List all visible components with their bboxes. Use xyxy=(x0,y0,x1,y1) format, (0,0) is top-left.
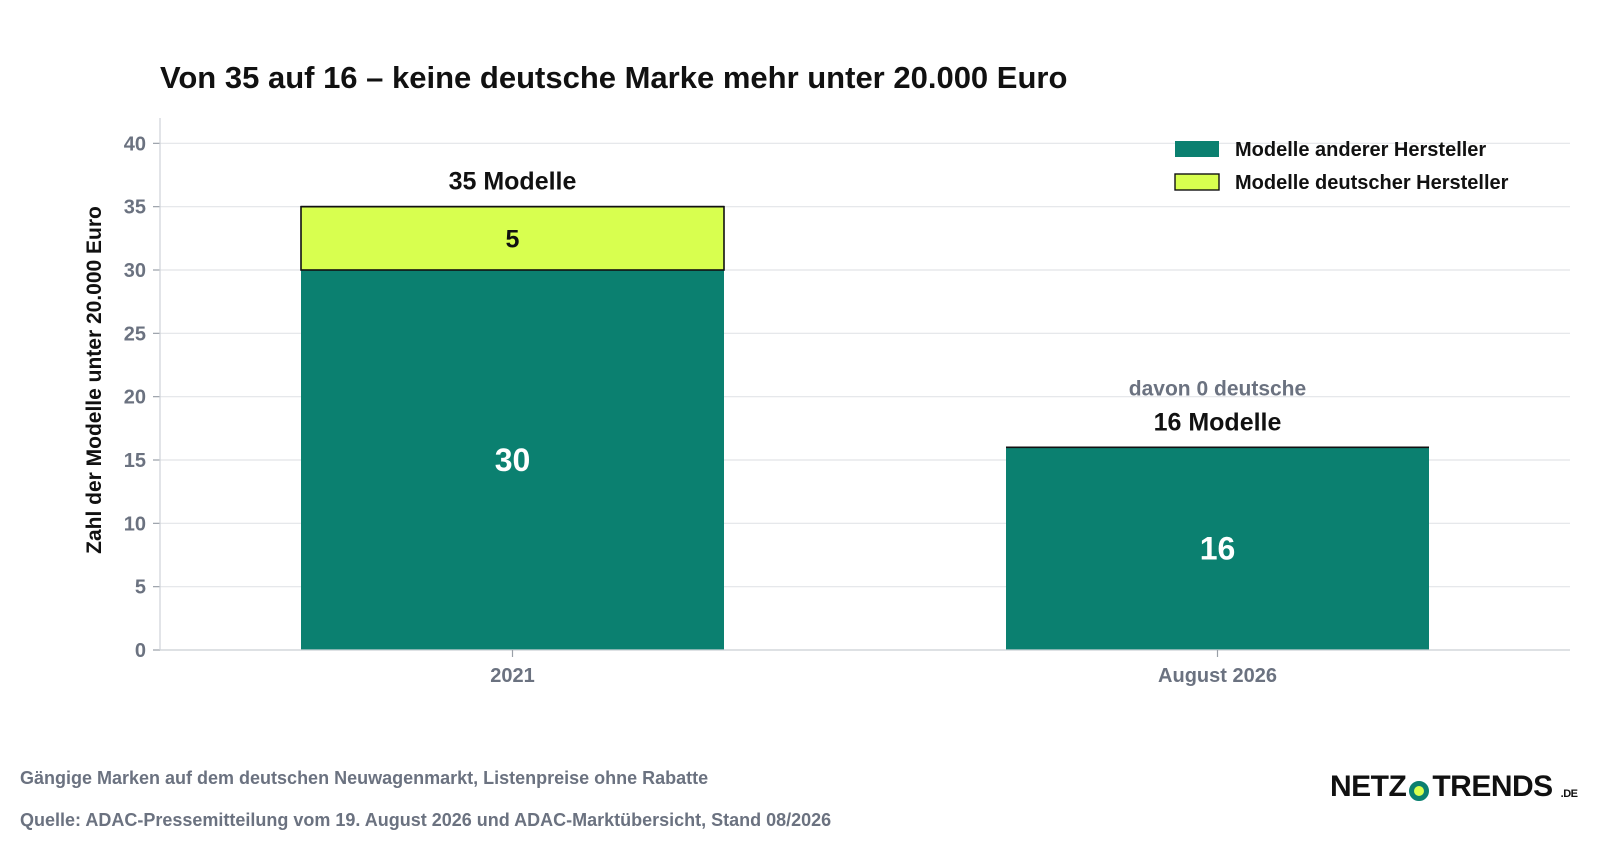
bar-total-label: 35 Modelle xyxy=(449,168,577,196)
y-tick-label: 15 xyxy=(124,450,146,472)
logo-text-right: TRENDS xyxy=(1432,770,1553,803)
logo-dot-icon xyxy=(1409,781,1430,801)
y-axis-label: Zahl der Modelle unter 20.000 Euro xyxy=(83,206,106,554)
legend-label: Modelle deutscher Hersteller xyxy=(1235,172,1509,194)
bar-value-label: 30 xyxy=(495,442,531,478)
chart-title: Von 35 auf 16 – keine deutsche Marke meh… xyxy=(160,60,1067,95)
axes: 0 5 10 15 20 25 30 35 40 2021 August 2026 xyxy=(124,118,1570,687)
legend: Modelle anderer Hersteller Modelle deutsc… xyxy=(1174,139,1509,194)
x-tick-label: 2021 xyxy=(490,665,535,687)
y-tick-label: 40 xyxy=(124,133,146,155)
legend-swatch xyxy=(1174,173,1220,191)
footer-source: Quelle: ADAC-Pressemitteilung vom 19. Au… xyxy=(20,810,832,830)
y-tick-label: 0 xyxy=(135,640,146,662)
y-tick-label: 30 xyxy=(124,260,146,282)
y-tick-label: 5 xyxy=(135,577,146,599)
bar-segment xyxy=(301,270,724,650)
y-tick-label: 20 xyxy=(124,387,146,409)
bar-segment xyxy=(1006,447,1429,650)
y-tick-label: 10 xyxy=(124,513,146,535)
bar-segment xyxy=(300,205,725,271)
bar-annotation: davon 0 deutsche xyxy=(1129,377,1306,400)
labels: 30 5 35 Modelle 16 16 Modelle davon 0 deutsch… xyxy=(449,168,1307,567)
legend-label: Modelle anderer Hersteller xyxy=(1235,139,1486,161)
bar-total-label: 16 Modelle xyxy=(1154,408,1282,436)
brand-logo: NETZ TRENDS .DE xyxy=(1330,770,1578,804)
footer-note: Gängige Marken auf dem deutschen Neuwage… xyxy=(20,768,709,788)
logo-tld: .DE xyxy=(1560,788,1578,800)
legend-swatch xyxy=(1175,141,1219,157)
bars xyxy=(300,205,1429,650)
y-tick-label: 35 xyxy=(124,197,146,219)
y-tick-label: 25 xyxy=(124,323,146,345)
x-tick-label: August 2026 xyxy=(1158,665,1277,687)
bar-value-label: 5 xyxy=(506,225,520,253)
bar-value-label: 16 xyxy=(1200,531,1236,567)
logo-text-left: NETZ xyxy=(1330,770,1407,803)
